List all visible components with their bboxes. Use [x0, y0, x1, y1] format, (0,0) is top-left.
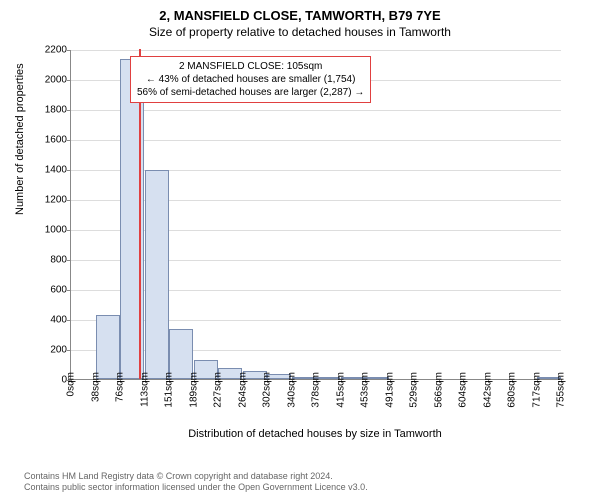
- x-tick-label: 302sqm: [262, 372, 273, 408]
- x-tick-label: 76sqm: [115, 372, 126, 402]
- y-tick-label: 600: [33, 285, 67, 296]
- y-tick-label: 1800: [33, 105, 67, 116]
- page-subtitle: Size of property relative to detached ho…: [0, 23, 600, 39]
- y-tick-label: 800: [33, 255, 67, 266]
- x-axis-label: Distribution of detached houses by size …: [70, 428, 560, 440]
- info-line-smaller: ← 43% of detached houses are smaller (1,…: [137, 73, 364, 86]
- y-tick-label: 2000: [33, 75, 67, 86]
- property-info-box: 2 MANSFIELD CLOSE: 105sqm ← 43% of detac…: [130, 56, 371, 103]
- y-tick-mark: [67, 230, 71, 231]
- y-tick-label: 400: [33, 315, 67, 326]
- x-tick-label: 717sqm: [531, 372, 542, 408]
- y-tick-label: 200: [33, 345, 67, 356]
- x-tick-label: 491sqm: [384, 372, 395, 408]
- x-tick-label: 378sqm: [311, 372, 322, 408]
- y-tick-mark: [67, 80, 71, 81]
- x-tick-label: 340sqm: [286, 372, 297, 408]
- y-tick-mark: [67, 110, 71, 111]
- y-tick-label: 1400: [33, 165, 67, 176]
- gridline: [71, 110, 561, 111]
- x-tick-label: 227sqm: [213, 372, 224, 408]
- y-tick-mark: [67, 140, 71, 141]
- y-tick-label: 1600: [33, 135, 67, 146]
- x-tick-label: 0sqm: [66, 372, 77, 396]
- x-tick-label: 415sqm: [335, 372, 346, 408]
- y-tick-label: 0: [33, 375, 67, 386]
- info-line-property: 2 MANSFIELD CLOSE: 105sqm: [137, 60, 364, 73]
- x-tick-label: 453sqm: [360, 372, 371, 408]
- page-title: 2, MANSFIELD CLOSE, TAMWORTH, B79 7YE: [0, 0, 600, 23]
- histogram-bar: [96, 315, 120, 379]
- x-tick-label: 680sqm: [507, 372, 518, 408]
- y-tick-mark: [67, 320, 71, 321]
- info-line-larger: 56% of semi-detached houses are larger (…: [137, 86, 364, 99]
- x-tick-label: 189sqm: [188, 372, 199, 408]
- footer-line2: Contains public sector information licen…: [24, 482, 586, 494]
- x-tick-label: 642sqm: [482, 372, 493, 408]
- y-tick-label: 1000: [33, 225, 67, 236]
- y-tick-mark: [67, 200, 71, 201]
- x-tick-label: 264sqm: [237, 372, 248, 408]
- gridline: [71, 140, 561, 141]
- footer-line1: Contains HM Land Registry data © Crown c…: [24, 471, 586, 483]
- y-tick-mark: [67, 350, 71, 351]
- x-tick-label: 151sqm: [164, 372, 175, 408]
- x-tick-label: 38sqm: [90, 372, 101, 402]
- y-tick-mark: [67, 290, 71, 291]
- chart-container: 0200400600800100012001400160018002000220…: [70, 50, 560, 420]
- y-tick-label: 1200: [33, 195, 67, 206]
- gridline: [71, 50, 561, 51]
- x-tick-label: 529sqm: [409, 372, 420, 408]
- x-tick-label: 755sqm: [556, 372, 567, 408]
- y-tick-mark: [67, 170, 71, 171]
- y-tick-mark: [67, 50, 71, 51]
- y-axis-label: Number of detached properties: [14, 63, 26, 215]
- histogram-bar: [145, 170, 169, 379]
- y-tick-label: 2200: [33, 45, 67, 56]
- x-tick-label: 566sqm: [433, 372, 444, 408]
- footer-attribution: Contains HM Land Registry data © Crown c…: [24, 471, 586, 494]
- x-tick-label: 113sqm: [139, 372, 150, 407]
- y-tick-mark: [67, 260, 71, 261]
- x-tick-label: 604sqm: [458, 372, 469, 408]
